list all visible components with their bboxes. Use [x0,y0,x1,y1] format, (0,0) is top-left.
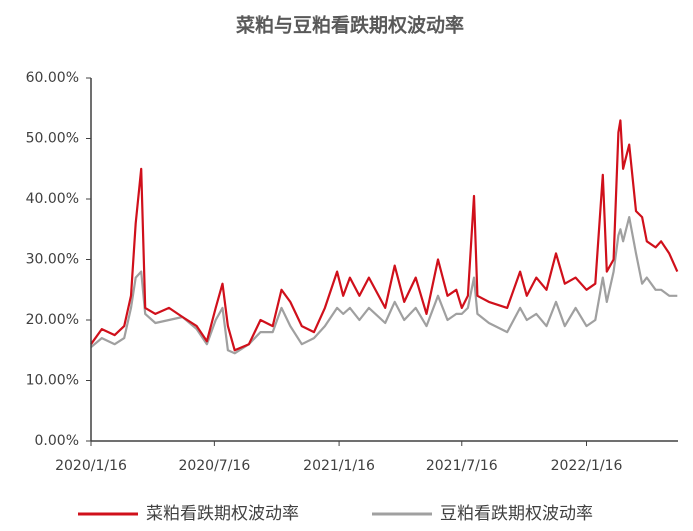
x-tick-label: 2022/1/16 [551,458,623,474]
y-tick-label: 10.00% [26,373,79,389]
legend-label: 豆粕看跌期权波动率 [440,504,593,524]
x-tick-label: 2021/1/16 [303,458,375,474]
x-tick-label: 2021/7/16 [426,458,498,474]
x-tick-label: 2020/1/16 [55,458,127,474]
y-tick-label: 40.00% [26,191,79,207]
x-tick-label: 2020/7/16 [178,458,250,474]
y-tick-label: 0.00% [35,433,79,449]
y-tick-label: 20.00% [26,312,79,328]
y-tick-label: 50.00% [26,131,79,147]
legend-label: 菜粕看跌期权波动率 [146,504,299,524]
series-line [90,119,679,352]
series-line [90,216,678,355]
y-tick-label: 30.00% [26,252,79,268]
chart-title: 菜粕与豆粕看跌期权波动率 [235,14,464,37]
y-tick-label: 60.00% [26,70,79,86]
